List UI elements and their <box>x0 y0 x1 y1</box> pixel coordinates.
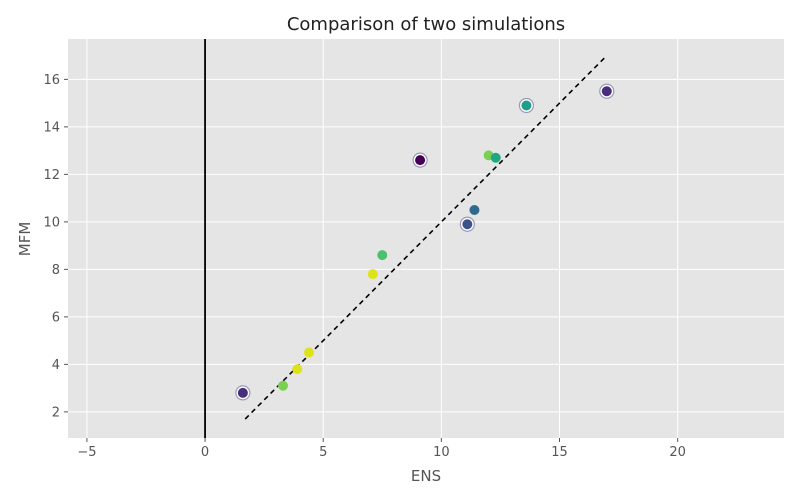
scatter-point <box>278 380 289 391</box>
grid-lines <box>68 39 784 438</box>
x-axis-ticks: −5 0 5 10 15 20 <box>77 438 686 460</box>
scatter-point <box>521 100 532 111</box>
y-tick-label: 8 <box>52 263 60 278</box>
x-tick-label: 10 <box>433 445 450 460</box>
y-axis-label: MFM <box>16 222 34 257</box>
plot-background <box>68 39 784 438</box>
y-tick-label: 2 <box>52 405 60 420</box>
scatter-point <box>462 219 473 230</box>
scatter-point <box>237 387 248 398</box>
y-tick-label: 10 <box>43 215 60 230</box>
data-points <box>235 83 615 401</box>
scatter-point <box>367 269 378 280</box>
y-tick-label: 14 <box>43 120 60 135</box>
y-axis-ticks: 2 4 6 8 10 12 14 16 <box>43 73 68 420</box>
x-axis-label: ENS <box>411 467 441 485</box>
x-tick-label: 20 <box>669 445 686 460</box>
y-tick-label: 12 <box>43 168 60 183</box>
x-tick-label: 5 <box>319 445 327 460</box>
scatter-point <box>415 155 426 166</box>
y-tick-label: 6 <box>52 310 60 325</box>
scatter-point <box>377 250 388 261</box>
scatter-point <box>304 347 315 358</box>
y-tick-label: 16 <box>43 73 60 88</box>
chart-title: Comparison of two simulations <box>287 14 565 35</box>
x-tick-label: 0 <box>201 445 209 460</box>
y-tick-label: 4 <box>52 358 60 373</box>
x-tick-label: 15 <box>551 445 568 460</box>
x-tick-label: −5 <box>77 445 96 460</box>
scatter-point <box>292 364 303 375</box>
scatter-point <box>490 152 501 163</box>
reference-diagonal-line <box>244 55 608 420</box>
scatter-point <box>601 86 612 97</box>
scatter-point <box>469 205 480 215</box>
